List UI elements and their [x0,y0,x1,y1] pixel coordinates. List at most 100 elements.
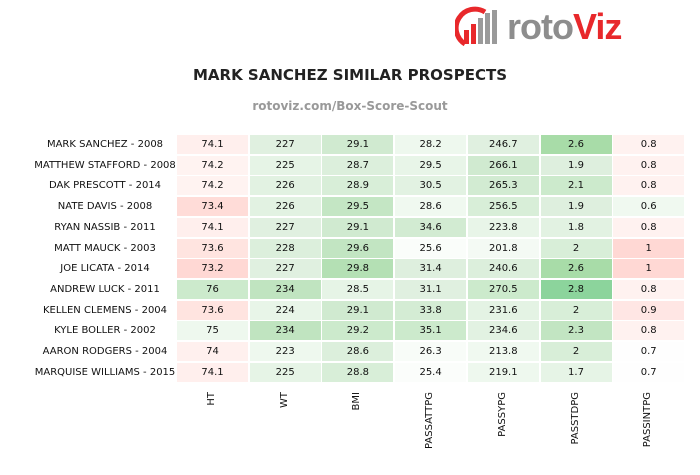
heatmap-cell-passattpg: 28.2 [395,135,467,154]
heatmap-cell-passattpg: 30.5 [395,176,467,196]
row-label: RYAN NASSIB - 2011 [54,221,156,233]
heatmap-cell-bmi: 28.8 [322,362,394,382]
heatmap-cell-ht: 74 [177,342,248,361]
heatmap-cell-passypg: 219.1 [467,362,539,382]
row-label: MARK SANCHEZ - 2008 [46,139,164,150]
heatmap-cell-passypg: 201.8 [467,238,539,258]
row-label: ANDREW LUCK - 2011 [50,283,160,295]
row-label: KYLE BOLLER - 2002 [54,325,156,337]
heatmap-cell-passtdpg: 2.1 [540,176,612,196]
row-label: MARQUISE WILLIAMS - 2015 [34,366,176,378]
heatmap-cell-passintpg: 0.6 [613,197,685,217]
heatmap-cell-wt: 225 [249,362,321,382]
heatmap-cell-passattpg: 31.1 [395,279,467,299]
heatmap-cell-bmi: 28.7 [322,155,394,175]
heatmap-cell-wt: 224 [249,300,321,320]
heatmap-cell-ht: 73.6 [177,300,248,320]
heatmap-cell-ht: 76 [177,279,248,299]
column-label: PASSINTPG [642,392,654,448]
heatmap-cell-passtdpg: 2.6 [540,135,612,154]
heatmap-cell-passattpg: 35.1 [395,321,467,341]
rotoviz-logo: rotoViz [453,6,635,48]
heatmap-cell-bmi: 29.1 [322,217,394,237]
column-label: HT [206,392,217,406]
heatmap-cell-ht: 74.2 [177,176,248,196]
bar-chart-logo-icon [453,6,497,47]
heatmap-cell-passtdpg: 2.8 [540,279,612,299]
heatmap-cell-passattpg: 25.4 [395,362,467,382]
heatmap-cell-wt: 226 [249,197,321,217]
heatmap-cell-passintpg: 0.8 [613,155,685,175]
heatmap-cell-bmi: 29.6 [322,238,394,258]
heatmap-cell-ht: 74.1 [177,362,248,382]
heatmap-cell-passtdpg: 1.9 [540,155,612,175]
column-label: PASSTDPG [569,392,581,445]
row-label: NATE DAVIS - 2008 [57,201,153,213]
heatmap-cell-passypg: 270.5 [467,279,539,299]
heatmap-cell-wt: 234 [249,279,321,299]
row-label: AARON RODGERS - 2004 [42,346,168,357]
row-label: JOE LICATA - 2014 [60,263,150,275]
row-label: MATT MAUCK - 2003 [54,242,156,254]
heatmap-cell-passtdpg: 1.8 [540,217,612,237]
heatmap-cell-passypg: 234.6 [467,321,539,341]
heatmap-cell-passattpg: 31.4 [395,259,467,279]
heatmap-cell-bmi: 29.2 [322,321,394,341]
heatmap-cell-wt: 227 [249,217,321,237]
heatmap-cell-bmi: 29.8 [322,259,394,279]
heatmap-cell-passtdpg: 1.9 [540,197,612,217]
heatmap-cell-passintpg: 0.8 [613,217,685,237]
heatmap-cell-wt: 234 [249,321,321,341]
heatmap-cell-passypg: 223.8 [467,217,539,237]
heatmap-cell-bmi: 29.1 [322,300,394,320]
heatmap-cell-bmi: 29.5 [322,197,394,217]
column-label: BMI [351,392,363,411]
heatmap-cell-passintpg: 0.9 [613,300,685,320]
heatmap-cell-passtdpg: 2.3 [540,321,612,341]
heatmap-cell-passypg: 231.6 [467,300,539,320]
heatmap-cell-passypg: 266.1 [467,155,539,175]
heatmap-cell-passintpg: 0.8 [613,135,685,154]
row-label: MATTHEW STAFFORD - 2008 [34,159,176,171]
heatmap-cell-ht: 75 [177,321,248,341]
heatmap-cell-passypg: 265.3 [467,176,539,196]
heatmap-cell-passattpg: 26.3 [395,342,467,361]
heatmap-cell-passattpg: 34.6 [395,217,467,237]
heatmap-cell-wt: 227 [249,259,321,279]
heatmap-cell-wt: 228 [249,238,321,258]
heatmap-cell-passintpg: 0.7 [613,342,685,361]
heatmap-cell-passypg: 240.6 [467,259,539,279]
heatmap-cell-passintpg: 0.7 [613,362,685,382]
chart-title: MARK SANCHEZ SIMILAR PROSPECTS [192,66,508,84]
heatmap-cell-wt: 225 [249,155,321,175]
heatmap-cell-passypg: 256.5 [467,197,539,217]
heatmap-cell-passtdpg: 2 [540,342,612,361]
row-label: KELLEN CLEMENS - 2004 [42,304,168,316]
row-label: DAK PRESCOTT - 2014 [48,180,162,192]
chart-subtitle: rotoviz.com/Box-Score-Scout [252,99,448,113]
heatmap-cell-wt: 223 [249,342,321,361]
heatmap-cell-passtdpg: 2 [540,238,612,258]
heatmap-cell-passintpg: 1 [613,259,685,279]
heatmap-cell-passattpg: 29.5 [395,155,467,175]
heatmap-cell-bmi: 28.9 [322,176,394,196]
heatmap-cell-passattpg: 25.6 [395,238,467,258]
heatmap-cell-wt: 226 [249,176,321,196]
heatmap-cell-bmi: 29.1 [322,135,394,154]
heatmap-cell-ht: 74.1 [177,217,248,237]
heatmap-cell-ht: 73.6 [177,238,248,258]
heatmap-cell-passypg: 246.7 [467,135,539,154]
heatmap-cell-passintpg: 0.8 [613,176,685,196]
heatmap-cell-bmi: 28.6 [322,342,394,361]
heatmap-cell-passypg: 213.8 [467,342,539,361]
column-label: PASSYPG [496,392,508,437]
column-label: PASSATTPG [424,392,436,449]
heatmap-cell-ht: 73.2 [177,259,248,279]
heatmap-cell-passtdpg: 2 [540,300,612,320]
heatmap-cell-ht: 73.4 [177,197,248,217]
heatmap-cell-passattpg: 33.8 [395,300,467,320]
heatmap-cell-passtdpg: 1.7 [540,362,612,382]
heatmap-cell-passintpg: 1 [613,238,685,258]
heatmap-cell-passattpg: 28.6 [395,197,467,217]
